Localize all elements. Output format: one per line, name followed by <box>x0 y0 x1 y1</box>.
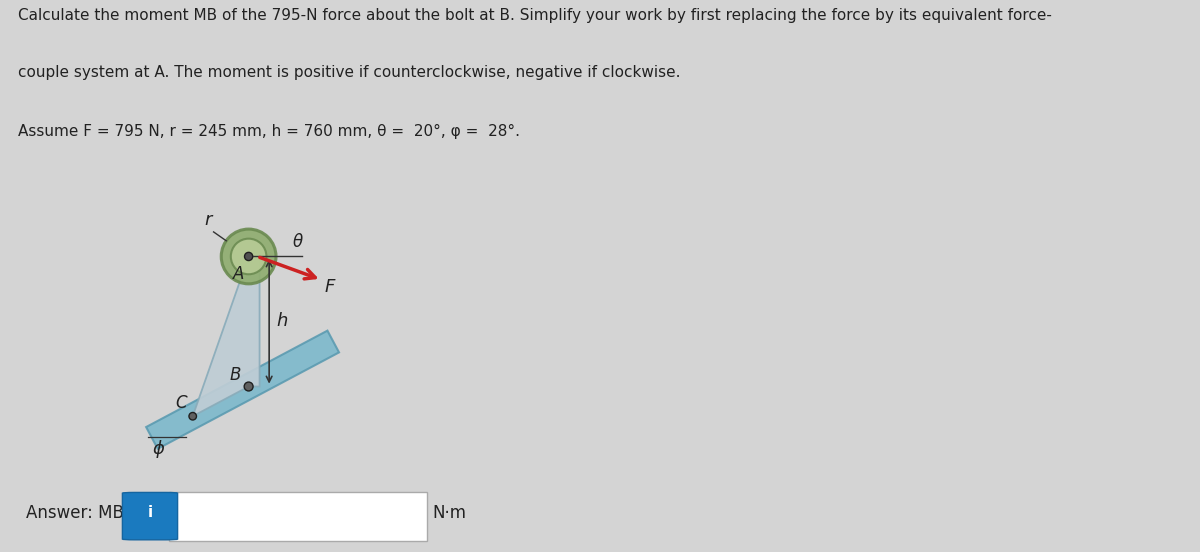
Text: C: C <box>175 394 186 412</box>
Text: B: B <box>229 366 241 384</box>
Text: F: F <box>324 278 335 296</box>
Text: A: A <box>233 265 245 283</box>
Text: Calculate the moment MB of the 795-N force about the bolt at B. Simplify your wo: Calculate the moment MB of the 795-N for… <box>18 8 1052 23</box>
Text: Assume F = 795 N, r = 245 mm, h = 760 mm, θ =  20°, φ =  28°.: Assume F = 795 N, r = 245 mm, h = 760 mm… <box>18 124 520 139</box>
Text: r: r <box>204 211 212 229</box>
Polygon shape <box>193 257 259 416</box>
FancyBboxPatch shape <box>122 492 178 540</box>
Circle shape <box>245 252 253 261</box>
Circle shape <box>244 382 253 391</box>
Circle shape <box>230 238 266 274</box>
Circle shape <box>188 412 197 420</box>
Circle shape <box>221 229 276 284</box>
Text: Answer: MB =: Answer: MB = <box>26 503 144 522</box>
Text: N·m: N·m <box>432 503 466 522</box>
Text: $\theta$: $\theta$ <box>293 232 304 251</box>
Text: couple system at A. The moment is positive if counterclockwise, negative if cloc: couple system at A. The moment is positi… <box>18 65 680 80</box>
Text: h: h <box>277 312 288 331</box>
FancyBboxPatch shape <box>169 492 427 540</box>
Text: $\phi$: $\phi$ <box>152 438 166 460</box>
Polygon shape <box>146 331 340 449</box>
Text: i: i <box>148 505 152 520</box>
